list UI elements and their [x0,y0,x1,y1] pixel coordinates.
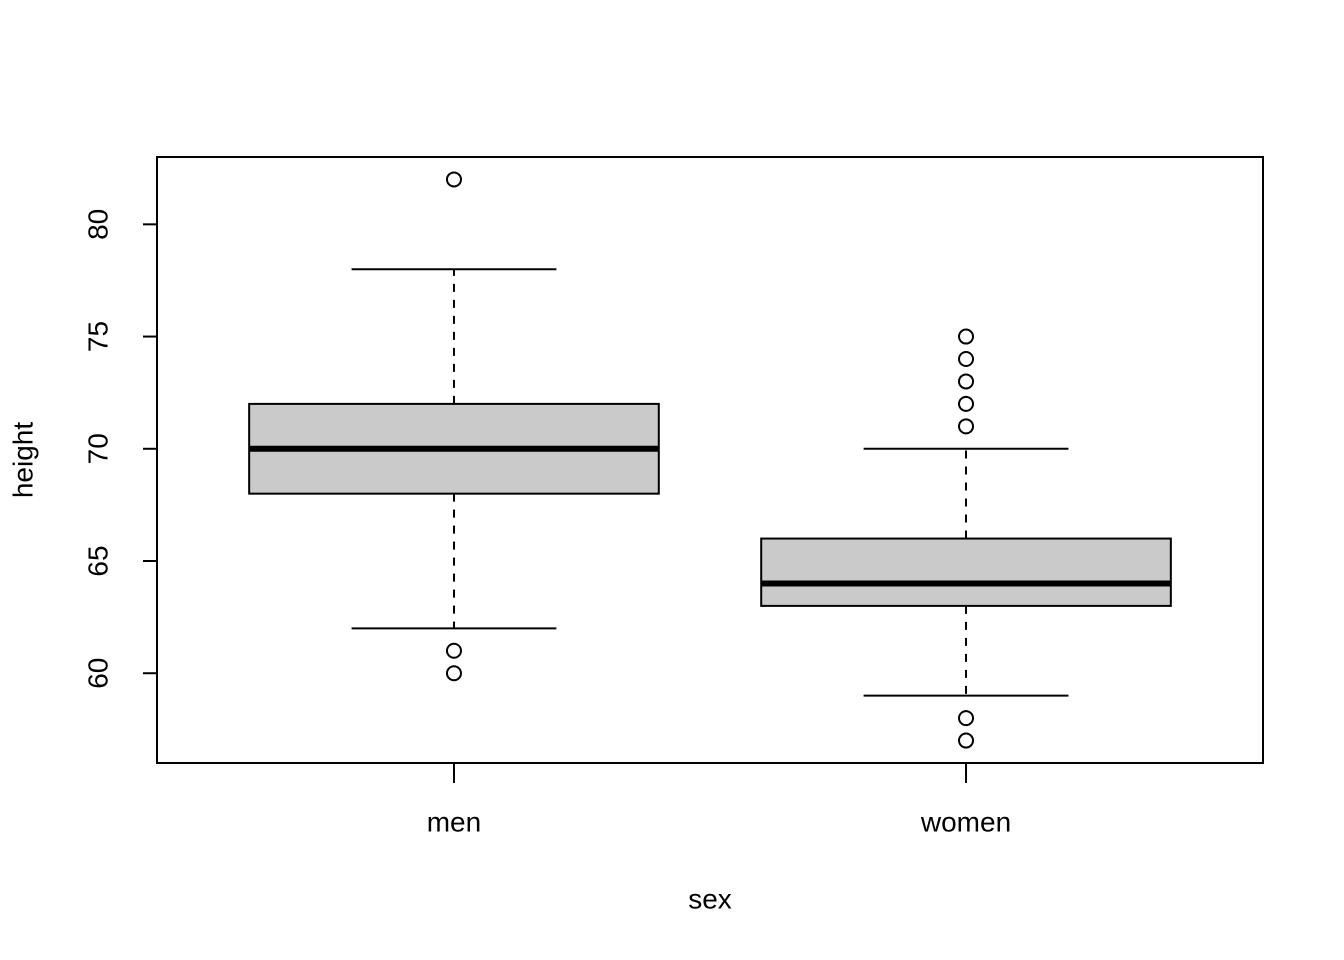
y-tick-label: 60 [82,658,113,689]
outlier [958,732,975,749]
y-tick-label: 65 [82,545,113,576]
x-tick-label: men [427,806,481,837]
outlier [958,328,975,345]
y-tick-label: 75 [82,321,113,352]
outlier [958,351,975,367]
outlier [958,395,975,412]
outlier [958,373,975,390]
x-axis-label: sex [688,883,732,914]
outlier [445,171,462,188]
outlier [958,710,975,727]
outlier [958,418,975,435]
y-tick-label: 70 [82,433,113,464]
y-tick-label: 80 [82,209,113,240]
outlier [445,665,462,682]
box [760,537,1172,607]
y-axis-label: height [7,422,38,499]
x-tick-label: women [920,806,1011,837]
plot-frame [156,156,1264,764]
outlier [445,642,462,659]
